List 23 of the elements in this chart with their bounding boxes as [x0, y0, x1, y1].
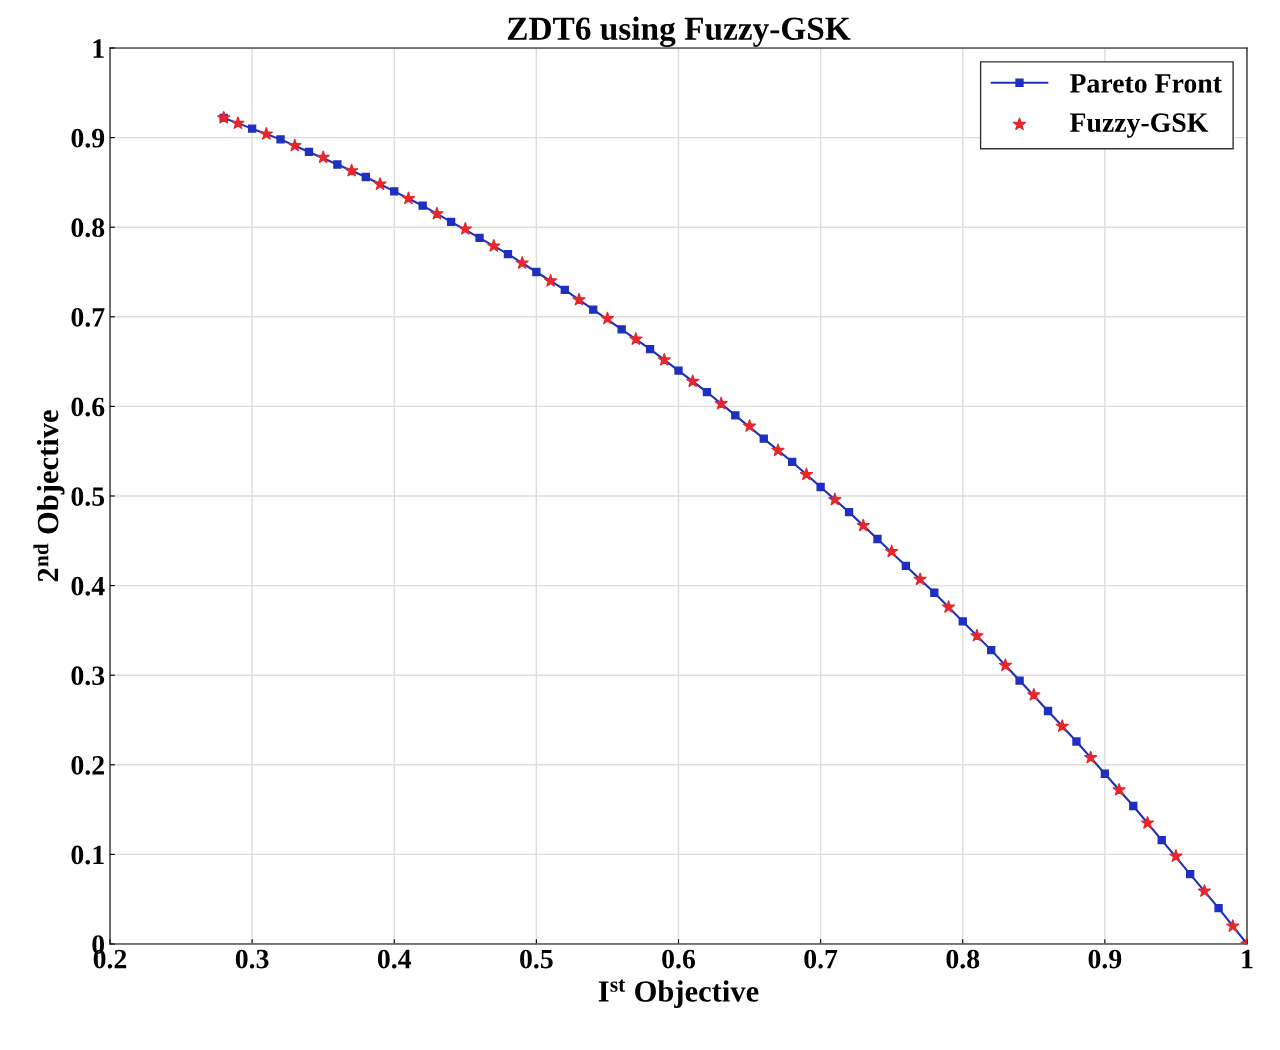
x-tick-label: 0.7 [804, 949, 838, 969]
y-tick-label: 0.7 [71, 307, 105, 327]
y-tick-label: 0.4 [71, 576, 105, 596]
y-tick-label: 1 [93, 39, 104, 58]
legend-label: Pareto Front [1069, 74, 1222, 93]
chart-title: ZDT6 using Fuzzy-GSK [507, 16, 851, 48]
y-tick-label: 0.1 [71, 845, 104, 865]
y-tick-label: 0.5 [71, 487, 105, 507]
y-tick-label: 0.3 [71, 666, 105, 686]
x-tick-label: 1 [1242, 949, 1253, 969]
legend-label: Fuzzy-GSK [1069, 113, 1209, 138]
x-tick-label: 0.5 [520, 949, 553, 969]
x-tick-label: 0.3 [235, 949, 269, 969]
y-axis-title: 2$^{nd}$ Objective [33, 410, 65, 582]
x-tick-label: 0.6 [662, 949, 696, 969]
y-tick-label: 0.2 [71, 755, 104, 775]
y-tick-label: 0.9 [71, 128, 105, 148]
y-tick-label: 0.6 [71, 397, 105, 417]
x-tick-label: 0.4 [377, 949, 412, 969]
x-tick-label: 0.8 [946, 949, 980, 969]
x-axis-title: I$^{st}$ Objective [598, 979, 759, 1008]
x-tick-label: 0.9 [1088, 949, 1122, 969]
y-tick-label: 0.8 [71, 218, 105, 238]
